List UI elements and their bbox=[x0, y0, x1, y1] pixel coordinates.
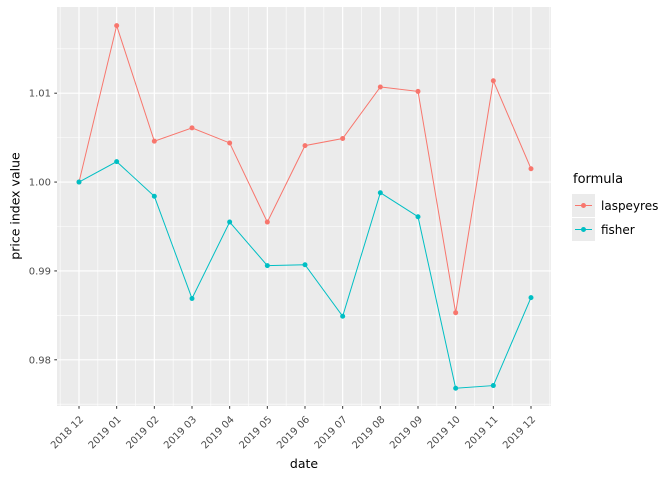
x-tick-label: 2019 09 bbox=[388, 414, 425, 451]
legend-entry-fisher: fisher bbox=[572, 218, 658, 241]
data-point-laspeyres bbox=[415, 88, 421, 94]
x-tick-label: 2019 10 bbox=[426, 414, 463, 451]
legend-key-swatch-laspeyres bbox=[572, 194, 595, 217]
legend-key-swatch-fisher bbox=[572, 218, 595, 241]
legend-key-glyph bbox=[575, 227, 592, 232]
legend-title: formula bbox=[573, 172, 624, 187]
data-point-laspeyres bbox=[490, 78, 496, 84]
legend-entry-laspeyres: laspeyres bbox=[572, 194, 658, 217]
data-point-laspeyres bbox=[227, 140, 233, 146]
data-point-laspeyres bbox=[340, 136, 346, 142]
y-tick-label: 0.98 bbox=[29, 355, 51, 366]
data-point-laspeyres bbox=[264, 219, 270, 225]
data-point-fisher bbox=[377, 190, 383, 196]
x-tick-label: 2019 04 bbox=[200, 414, 237, 451]
data-point-fisher bbox=[302, 262, 308, 268]
x-tick-label: 2019 08 bbox=[350, 414, 387, 451]
legend: formula laspeyres fisher bbox=[572, 172, 658, 242]
data-point-fisher bbox=[114, 159, 120, 165]
x-tick-label: 2019 12 bbox=[501, 414, 538, 451]
data-point-fisher bbox=[490, 383, 496, 389]
data-point-laspeyres bbox=[114, 23, 120, 29]
x-tick-label: 2018 12 bbox=[49, 414, 86, 451]
legend-entry-label: fisher bbox=[601, 222, 635, 237]
data-point-fisher bbox=[340, 313, 346, 319]
data-point-fisher bbox=[528, 295, 534, 301]
data-point-fisher bbox=[76, 179, 82, 185]
data-point-fisher bbox=[264, 263, 270, 269]
data-point-fisher bbox=[189, 295, 195, 301]
legend-key-glyph bbox=[575, 203, 592, 208]
x-tick-label: 2019 05 bbox=[237, 414, 274, 451]
x-tick-label: 2019 11 bbox=[463, 414, 500, 451]
legend-entry-label: laspeyres bbox=[601, 198, 659, 213]
legend-entries: laspeyres fisher bbox=[572, 194, 658, 241]
y-tick-label: 0.99 bbox=[29, 266, 51, 277]
data-point-laspeyres bbox=[302, 143, 308, 149]
x-tick-label: 2019 06 bbox=[275, 414, 312, 451]
x-tick-label: 2019 07 bbox=[313, 414, 350, 451]
data-point-fisher bbox=[227, 219, 233, 225]
data-point-laspeyres bbox=[453, 310, 459, 316]
data-point-fisher bbox=[151, 193, 157, 199]
x-tick-label: 2019 03 bbox=[162, 414, 199, 451]
plot-panel bbox=[57, 7, 551, 406]
data-point-laspeyres bbox=[377, 84, 383, 90]
y-axis-title: price index value bbox=[7, 152, 23, 260]
y-tick-label: 1.00 bbox=[29, 178, 51, 189]
x-axis-title: date bbox=[289, 456, 319, 471]
y-tick-label: 1.01 bbox=[29, 89, 51, 100]
data-point-laspeyres bbox=[528, 166, 534, 172]
data-point-laspeyres bbox=[189, 125, 195, 131]
x-tick-label: 2019 01 bbox=[87, 414, 124, 451]
data-point-laspeyres bbox=[151, 138, 157, 144]
x-tick-label: 2019 02 bbox=[124, 414, 161, 451]
data-point-fisher bbox=[453, 385, 459, 391]
data-point-fisher bbox=[415, 214, 421, 220]
